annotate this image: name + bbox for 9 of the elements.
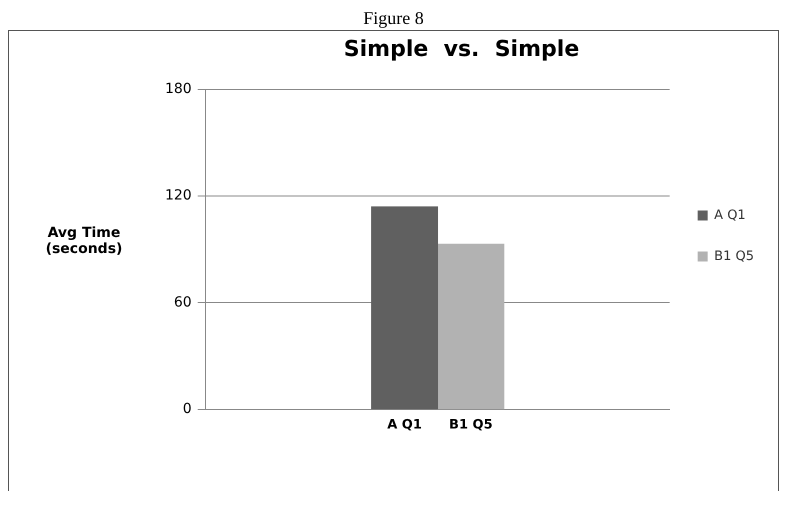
legend-label: B1 Q5: [714, 248, 754, 264]
y-tick-label: 0: [182, 401, 192, 418]
y-axis-title: Avg Time (seconds): [44, 224, 124, 259]
y-tick-label: 120: [164, 188, 192, 204]
y-tick-label: 60: [174, 294, 192, 310]
caption: Figure 8: [362, 8, 425, 30]
y-tick-label: 180: [164, 81, 192, 98]
legend-label: A Q1: [714, 208, 746, 223]
chart-title: Simple vs. Simple: [344, 36, 580, 62]
